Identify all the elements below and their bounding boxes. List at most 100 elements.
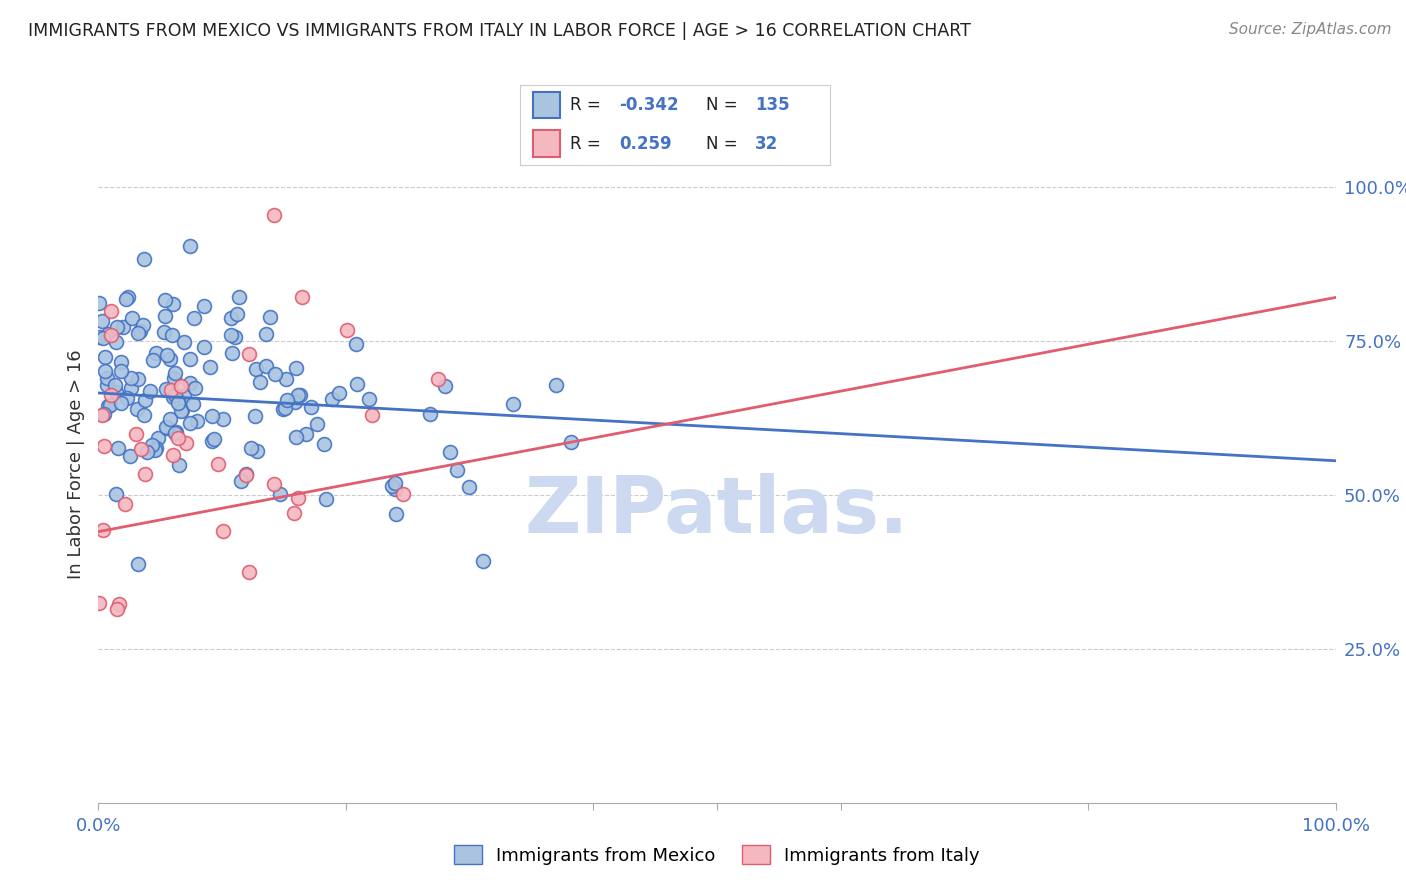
Point [173, 334, 195, 349]
Point [162, 297, 184, 311]
Point [97, 399, 120, 413]
Point [118, 449, 141, 463]
Point [159, 412, 181, 426]
Point [357, 392, 380, 406]
Point [183, 310, 205, 325]
Point [249, 375, 271, 389]
Point [221, 327, 243, 342]
Point [179, 376, 201, 390]
Point [134, 408, 156, 422]
Point [179, 416, 201, 430]
Point [193, 341, 215, 355]
Point [100, 388, 122, 402]
Text: R =: R = [569, 96, 606, 114]
Point [139, 384, 162, 398]
Point [100, 304, 122, 318]
Point [472, 554, 495, 568]
Point [427, 372, 450, 386]
Point [163, 388, 186, 402]
Point [384, 482, 406, 496]
Point [224, 329, 246, 343]
Text: R =: R = [569, 135, 606, 153]
Point [134, 467, 156, 481]
Point [198, 360, 221, 375]
Point [212, 524, 235, 538]
Point [93, 407, 115, 421]
Point [146, 431, 169, 445]
Point [87, 330, 110, 344]
Point [97, 327, 120, 342]
Text: 135: 135 [755, 96, 790, 114]
Point [360, 408, 382, 422]
Point [107, 441, 129, 455]
Point [274, 401, 297, 415]
Point [245, 362, 267, 376]
Point [127, 557, 149, 571]
Point [166, 393, 188, 408]
Point [89, 596, 111, 610]
Point [110, 364, 132, 378]
Point [221, 346, 243, 360]
Point [226, 307, 249, 321]
Point [93, 439, 115, 453]
Point [212, 412, 235, 426]
Point [238, 565, 260, 579]
Point [105, 385, 128, 400]
Point [165, 425, 187, 439]
Point [433, 378, 456, 392]
Text: IMMIGRANTS FROM MEXICO VS IMMIGRANTS FROM ITALY IN LABOR FORCE | AGE > 16 CORREL: IMMIGRANTS FROM MEXICO VS IMMIGRANTS FRO… [28, 22, 972, 40]
Point [163, 371, 186, 385]
Point [274, 372, 297, 386]
Point [89, 295, 111, 310]
Point [124, 426, 146, 441]
Point [235, 467, 257, 482]
Point [284, 360, 307, 375]
Point [181, 397, 204, 411]
Point [91, 331, 114, 345]
Point [94, 350, 117, 364]
Point [263, 477, 285, 491]
Point [458, 480, 481, 494]
Point [167, 431, 190, 445]
Point [202, 432, 225, 446]
Point [107, 597, 129, 611]
Point [94, 364, 117, 378]
Point [276, 393, 298, 408]
Point [284, 430, 307, 444]
Point [153, 309, 176, 323]
Point [120, 381, 142, 395]
Point [246, 444, 269, 458]
Point [96, 371, 118, 385]
Text: ZIPatlas.: ZIPatlas. [524, 474, 910, 549]
Point [219, 311, 242, 326]
Point [259, 310, 281, 324]
Point [159, 383, 181, 397]
Point [173, 389, 195, 403]
Point [254, 359, 277, 373]
Text: N =: N = [706, 96, 742, 114]
Point [115, 391, 138, 405]
Point [380, 479, 402, 493]
Point [159, 352, 181, 367]
Point [235, 467, 257, 482]
Point [321, 392, 343, 406]
Point [104, 334, 127, 349]
Point [155, 382, 177, 396]
Point [162, 448, 184, 462]
Point [243, 409, 266, 424]
Point [240, 442, 263, 456]
Point [156, 348, 179, 362]
Point [162, 390, 184, 404]
Point [294, 427, 316, 442]
Point [136, 445, 159, 459]
Point [315, 491, 337, 506]
Point [179, 352, 201, 367]
Point [305, 417, 328, 431]
Point [228, 290, 250, 304]
Point [201, 434, 224, 448]
Text: -0.342: -0.342 [619, 96, 679, 114]
Point [264, 367, 287, 381]
Point [201, 409, 224, 424]
Point [184, 381, 207, 395]
Point [165, 366, 187, 380]
